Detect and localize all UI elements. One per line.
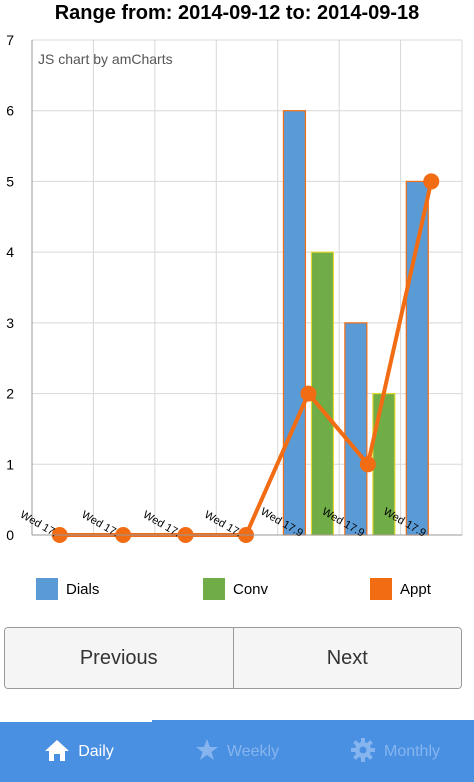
tab-bar: Daily Weekly: [0, 722, 474, 782]
bar-dials: [282, 110, 307, 536]
bar-dials: [405, 180, 429, 536]
y-tick-label: 3: [6, 315, 14, 331]
legend-item-dials[interactable]: Dials: [36, 576, 99, 602]
legend-item-conv[interactable]: Conv: [203, 576, 268, 602]
star-icon: [195, 738, 219, 767]
tab-label-daily: Daily: [78, 743, 114, 760]
tab-weekly[interactable]: Weekly: [158, 722, 316, 782]
y-tick-label: 7: [6, 32, 14, 48]
bar-dials: [344, 322, 368, 536]
tab-indicator: [152, 720, 474, 722]
legend-swatch-appt: [370, 578, 392, 600]
chart-watermark: JS chart by amCharts: [38, 51, 173, 67]
legend-label-conv: Conv: [233, 580, 269, 598]
legend-item-appt[interactable]: Appt: [370, 576, 431, 602]
legend-swatch-dials: [36, 578, 58, 600]
legend-label-appt: Appt: [400, 580, 431, 598]
point-appt: [300, 385, 317, 402]
point-appt: [359, 456, 376, 473]
previous-button[interactable]: Previous: [5, 628, 233, 688]
tab-label-weekly: Weekly: [226, 743, 280, 760]
next-button[interactable]: Next: [232, 628, 461, 688]
y-tick-label: 6: [6, 103, 14, 119]
y-tick-label: 1: [6, 456, 14, 472]
chart-legend: Dials Conv Appt: [0, 576, 474, 602]
tab-monthly[interactable]: Monthly: [316, 722, 474, 782]
y-tick-label: 2: [6, 386, 14, 402]
legend-label-dials: Dials: [66, 580, 100, 598]
y-tick-label: 4: [6, 244, 14, 260]
gear-icon: [350, 737, 376, 768]
tab-daily[interactable]: Daily: [0, 722, 158, 782]
pager-buttons: Previous Next: [4, 627, 462, 689]
y-tick-label: 5: [6, 173, 14, 189]
y-tick-label: 0: [6, 527, 14, 543]
point-appt: [423, 173, 440, 190]
home-icon: [44, 738, 70, 767]
legend-swatch-conv: [203, 578, 225, 600]
chart-title: Range from: 2014-09-12 to: 2014-09-18: [54, 2, 420, 24]
tab-label-monthly: Monthly: [383, 743, 441, 760]
